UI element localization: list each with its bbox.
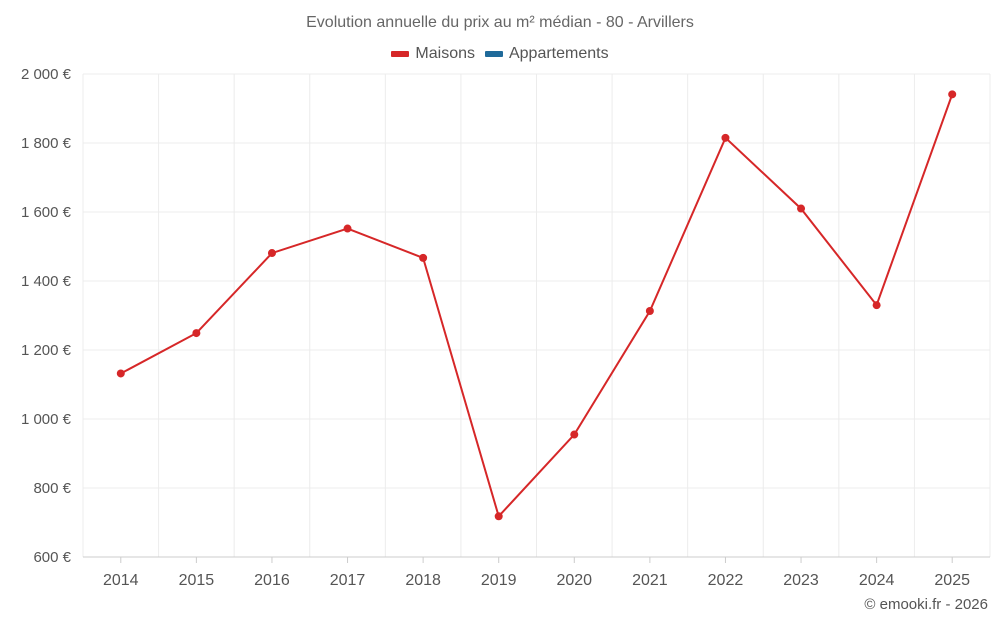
data-points [116,90,957,521]
series-lines [120,94,954,519]
data-point-2021[interactable] [645,307,654,316]
data-point-2025[interactable] [948,90,957,99]
y-tick-label: 600 € [33,549,71,566]
legend-item-maisons[interactable]: Maisons [391,45,475,63]
legend-label-appartements: Appartements [508,45,609,62]
y-tick-label: 1 400 € [21,273,72,290]
chart-legend: Maisons Appartements [0,45,1000,63]
series-line-maisons [120,94,954,519]
legend-swatch-appartements [484,51,503,57]
data-point-2018[interactable] [419,253,428,262]
data-point-2024[interactable] [872,301,881,310]
data-point-2022[interactable] [721,133,730,142]
x-tick-label: 2022 [708,572,744,589]
y-tick-label: 2 000 € [21,66,72,83]
legend-label-maisons: Maisons [415,45,475,62]
y-tick-label: 1 800 € [21,135,72,152]
y-tick-label: 800 € [33,480,71,497]
x-tick-label: 2016 [254,572,290,589]
data-point-2016[interactable] [267,249,276,258]
x-tick-label: 2015 [179,572,215,589]
x-tick-label: 2025 [934,572,970,589]
x-tick-label: 2021 [632,572,668,589]
data-point-2023[interactable] [797,204,806,213]
x-tick-label: 2023 [783,572,819,589]
data-point-2015[interactable] [192,329,201,338]
credit-text: © emooki.fr - 2026 [864,596,988,613]
x-tick-label: 2020 [556,572,592,589]
x-tick-label: 2017 [330,572,366,589]
x-tick-label: 2018 [405,572,441,589]
chart-title: Evolution annuelle du prix au m² médian … [306,14,694,31]
x-tick-label: 2024 [859,572,895,589]
legend-item-appartements[interactable]: Appartements [484,45,609,63]
y-tick-label: 1 000 € [21,411,72,428]
data-point-2014[interactable] [116,369,125,378]
y-tick-label: 1 600 € [21,204,72,221]
y-tick-label: 1 200 € [21,342,72,359]
data-point-2020[interactable] [570,430,579,439]
data-point-2019[interactable] [494,512,503,521]
legend-swatch-maisons [391,51,410,57]
x-tick-label: 2019 [481,572,517,589]
grid-lines [82,73,991,557]
axes: 600 € 800 € 1 000 € 1 200 € 1 400 € 1 600 € 1 … [21,66,990,589]
data-point-2017[interactable] [343,224,352,233]
x-tick-label: 2014 [103,572,139,589]
